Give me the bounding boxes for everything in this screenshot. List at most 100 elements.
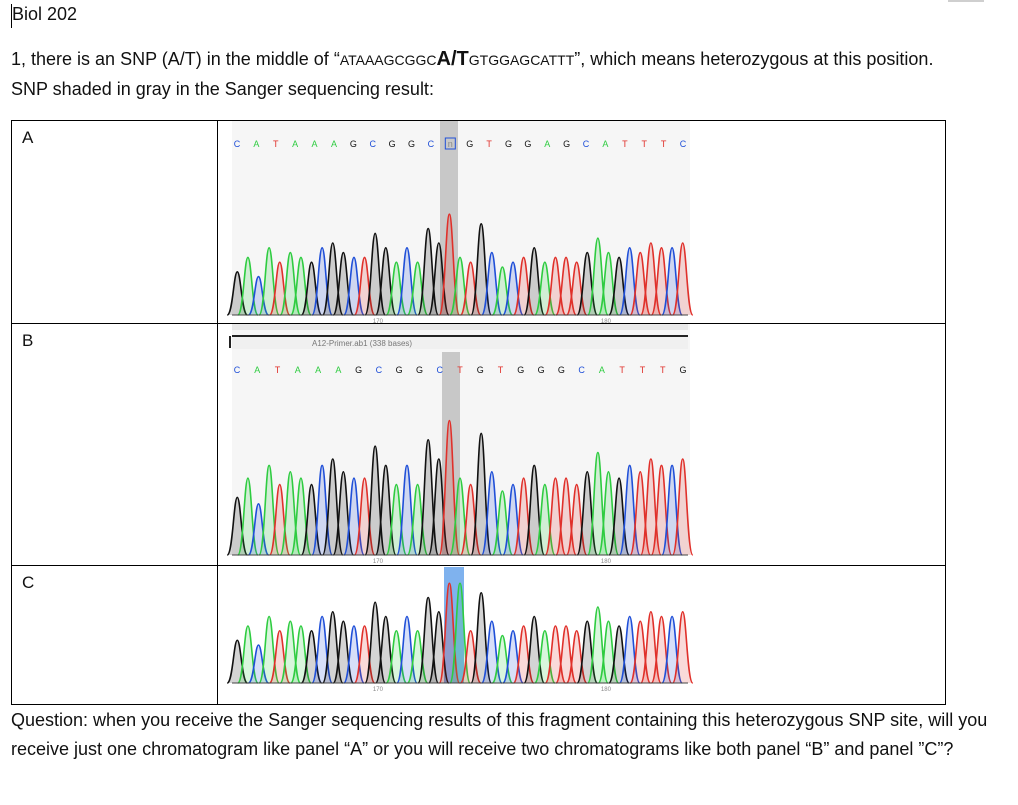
peak-T — [565, 261, 588, 316]
base-call: A — [312, 139, 318, 149]
panel-a-label: A — [22, 128, 34, 147]
base-call: C — [376, 365, 383, 375]
peak-C — [502, 629, 524, 684]
peak-A — [237, 477, 259, 556]
peak-G — [364, 445, 387, 556]
base-call: C — [436, 365, 443, 375]
base-call: C — [234, 139, 241, 149]
peak-G — [523, 246, 546, 316]
snp-highlight — [442, 352, 460, 555]
peak-C-fill — [248, 645, 269, 683]
file-bar — [232, 337, 688, 349]
peak-T-fill — [672, 459, 693, 555]
panel-b-label: B — [22, 331, 34, 350]
peak-G — [427, 242, 450, 316]
base-call: A — [254, 365, 260, 375]
base-call: T — [486, 139, 492, 149]
base-call: G — [558, 365, 565, 375]
peak-C — [618, 615, 641, 684]
peak-T — [268, 629, 291, 684]
peak-G — [523, 464, 546, 556]
peak-G — [332, 251, 355, 316]
base-call: G — [477, 365, 484, 375]
base-call: C — [680, 139, 687, 149]
peak-G — [576, 470, 599, 556]
peak-G — [226, 496, 249, 556]
peak-A-fill — [407, 484, 428, 555]
base-call: G — [350, 139, 357, 149]
peak-C — [618, 246, 641, 316]
peak-G — [608, 256, 630, 316]
peak-T — [640, 610, 662, 684]
peak-T — [629, 620, 652, 684]
peak-C — [247, 275, 270, 316]
base-call: G — [517, 365, 524, 375]
peak-G — [374, 615, 397, 684]
peak-C — [343, 477, 365, 556]
peak-T — [353, 625, 376, 684]
peak-A — [597, 620, 620, 684]
peak-C — [502, 483, 524, 556]
chromatogram-b: C A T A A A G C G G C T G T G G G C A T T T G 170 180 A12-Primer.… — [226, 324, 694, 565]
peak-G-fill — [428, 611, 449, 683]
peak-T — [565, 483, 588, 556]
peak-A — [258, 615, 280, 684]
peak-C — [661, 464, 683, 556]
peak-G — [523, 615, 546, 684]
peak-T — [640, 458, 662, 556]
peak-C — [480, 251, 503, 316]
base-call: G — [524, 139, 531, 149]
peak-A — [406, 483, 429, 556]
peak-A — [290, 625, 312, 684]
peak-T — [353, 477, 376, 556]
peak-T — [671, 458, 694, 556]
peak-T — [268, 261, 291, 316]
peak-T — [353, 256, 376, 316]
peak-G — [374, 246, 397, 316]
peak-C — [343, 625, 365, 684]
course-title: Biol 202 — [12, 4, 78, 24]
q1-text-before: 1, there is an SNP (A/T) in the middle o… — [11, 49, 340, 69]
base-call: T — [641, 139, 647, 149]
peak-A — [597, 251, 620, 316]
peak-T — [512, 477, 535, 556]
peak-A — [385, 483, 408, 556]
peak-T — [459, 261, 482, 316]
peak-G — [300, 483, 323, 556]
peak-T — [555, 256, 577, 316]
peak-G — [374, 464, 397, 556]
base-call: T — [640, 365, 646, 375]
peak-G — [364, 601, 387, 684]
panel-c-label: C — [22, 573, 35, 592]
peak-A — [533, 629, 556, 684]
file-label: A12-Primer.ab1 (338 bases) — [312, 339, 412, 348]
base-call: A — [335, 365, 341, 375]
peak-A — [385, 629, 408, 684]
peak-T-fill — [672, 243, 693, 315]
peak-A — [597, 470, 620, 556]
peak-G — [576, 251, 599, 316]
peak-G — [321, 458, 344, 556]
peak-A-fill — [407, 262, 428, 315]
peak-G-fill — [428, 243, 449, 315]
peak-T — [555, 625, 577, 684]
peak-T — [512, 256, 535, 316]
peak-C — [661, 246, 683, 316]
base-call: G — [389, 139, 396, 149]
base-call: A — [292, 139, 298, 149]
peak-T-fill — [439, 214, 460, 315]
chromatogram-c: 170 180 — [226, 567, 694, 693]
peak-T — [544, 477, 567, 556]
peak-A — [258, 464, 280, 556]
peak-G — [226, 639, 249, 684]
base-call: A — [295, 365, 301, 375]
tick-label: 170 — [373, 559, 384, 565]
peak-C-fill — [248, 276, 269, 315]
peak-G — [300, 629, 323, 684]
base-call: A — [599, 365, 605, 375]
peak-T — [629, 251, 652, 316]
peak-A — [533, 261, 556, 316]
peak-A — [279, 620, 302, 684]
seq-left: ATAAAGCGGC — [339, 52, 437, 68]
